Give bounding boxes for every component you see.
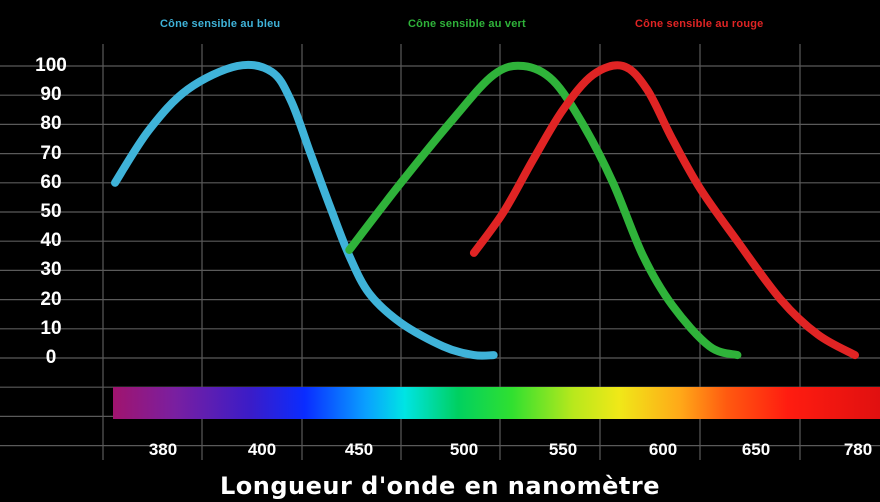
- x-axis-label: Longueur d'onde en nanomètre: [219, 472, 661, 500]
- x-tick-label: 650: [741, 440, 771, 459]
- x-tick-label: 400: [247, 440, 277, 459]
- y-tick-label: 70: [40, 142, 62, 164]
- y-tick-label: 100: [35, 55, 67, 76]
- legend-red: Cône sensible au rouge: [635, 18, 764, 30]
- x-tick-label: 550: [548, 440, 578, 459]
- legend-blue: Cône sensible au bleu: [160, 18, 281, 30]
- series-line-blue: [111, 60, 498, 360]
- y-tick-label: 30: [40, 259, 62, 281]
- y-tick-label: 50: [40, 201, 62, 222]
- legend-green: Cône sensible au vert: [408, 18, 526, 30]
- y-tick-label: 90: [40, 84, 62, 106]
- y-tick-label: 10: [40, 317, 62, 339]
- x-tick-label: 600: [648, 440, 678, 459]
- series-lines: [111, 60, 859, 360]
- series-line-green: [345, 61, 742, 360]
- y-tick-label: 60: [40, 171, 62, 193]
- visible-spectrum-bar: [113, 387, 880, 419]
- x-tick-label: 780: [843, 440, 873, 459]
- y-tick-label: 0: [45, 347, 57, 368]
- y-tick-label: 80: [40, 113, 62, 135]
- y-tick-label: 40: [40, 230, 62, 252]
- y-tick-label: 20: [40, 288, 62, 310]
- x-tick-label: 380: [148, 440, 178, 459]
- x-tick-label: 450: [344, 440, 374, 459]
- x-tick-label: 500: [449, 440, 479, 459]
- series-line-red: [469, 61, 859, 360]
